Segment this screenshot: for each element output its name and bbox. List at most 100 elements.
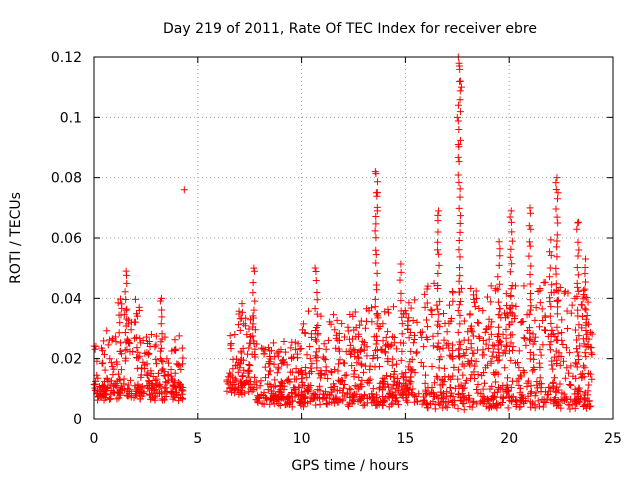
data-point [260, 389, 268, 397]
data-point [536, 285, 544, 293]
data-point [549, 385, 557, 393]
data-point [330, 311, 338, 319]
data-point [261, 363, 269, 371]
data-point [526, 242, 534, 250]
data-point [368, 318, 376, 326]
data-point [560, 289, 568, 297]
data-point [435, 207, 443, 215]
data-point [246, 361, 254, 369]
data-point [529, 367, 537, 375]
data-point [456, 77, 464, 85]
data-point [582, 306, 590, 314]
x-tick-label: 0 [90, 431, 99, 447]
data-point [540, 279, 548, 287]
data-point [487, 298, 495, 306]
data-point [434, 282, 442, 290]
data-point [507, 207, 515, 215]
data-point [292, 365, 300, 373]
data-point [355, 373, 363, 381]
data-point [495, 298, 503, 306]
data-point [461, 379, 469, 387]
data-point [582, 255, 590, 263]
data-point [381, 348, 389, 356]
data-point [238, 300, 246, 308]
data-point [502, 290, 510, 298]
data-point [368, 304, 376, 312]
data-point [132, 333, 140, 341]
data-point [496, 305, 504, 313]
data-point [308, 394, 316, 402]
data-point [484, 293, 492, 301]
data-point [389, 381, 397, 389]
data-point [387, 400, 395, 408]
data-point [407, 304, 415, 312]
data-point [178, 344, 186, 352]
data-point [362, 362, 370, 370]
data-point [241, 322, 249, 330]
data-point [504, 392, 512, 400]
data-point [515, 347, 523, 355]
data-point [413, 318, 421, 326]
data-point [456, 340, 464, 348]
grid-lines [94, 57, 613, 419]
data-point [141, 361, 149, 369]
data-point [290, 386, 298, 394]
data-point [312, 336, 320, 344]
data-point [332, 395, 340, 403]
data-point [239, 384, 247, 392]
data-point [353, 359, 361, 367]
data-point [484, 344, 492, 352]
data-point [575, 287, 583, 295]
data-point [485, 335, 493, 343]
data-point [372, 220, 380, 228]
data-point [552, 347, 560, 355]
data-point [454, 405, 462, 413]
data-point [446, 384, 454, 392]
data-point [275, 387, 283, 395]
data-point [554, 189, 562, 197]
data-point [549, 378, 557, 386]
data-point [455, 288, 463, 296]
data-point [266, 367, 274, 375]
data-point [466, 310, 474, 318]
data-point [578, 374, 586, 382]
data-point [174, 360, 182, 368]
data-point [347, 386, 355, 394]
data-point [244, 369, 252, 377]
data-point [456, 87, 464, 95]
data-point [279, 358, 287, 366]
data-point [447, 389, 455, 397]
data-point [301, 398, 309, 406]
data-point [167, 372, 175, 380]
data-point [479, 336, 487, 344]
data-point [152, 332, 160, 340]
data-point [350, 326, 358, 334]
data-point [311, 264, 319, 272]
data-point [415, 390, 423, 398]
data-point [252, 396, 260, 404]
data-point [508, 282, 516, 290]
data-point [345, 402, 353, 410]
data-point [487, 282, 495, 290]
data-point [421, 290, 429, 298]
data-point [457, 284, 465, 292]
data-point [356, 395, 364, 403]
data-point [515, 381, 523, 389]
data-point [171, 369, 179, 377]
data-point [526, 398, 534, 406]
data-point [456, 108, 464, 116]
data-point [436, 381, 444, 389]
data-point [449, 289, 457, 297]
data-point [552, 336, 560, 344]
data-point [251, 297, 259, 305]
data-point [554, 219, 562, 227]
data-point [434, 399, 442, 407]
data-point [579, 295, 587, 303]
data-point [131, 391, 139, 399]
data-point [448, 347, 456, 355]
data-point [224, 373, 232, 381]
data-point [115, 388, 123, 396]
data-point [424, 335, 432, 343]
data-point [145, 381, 153, 389]
data-point [385, 394, 393, 402]
